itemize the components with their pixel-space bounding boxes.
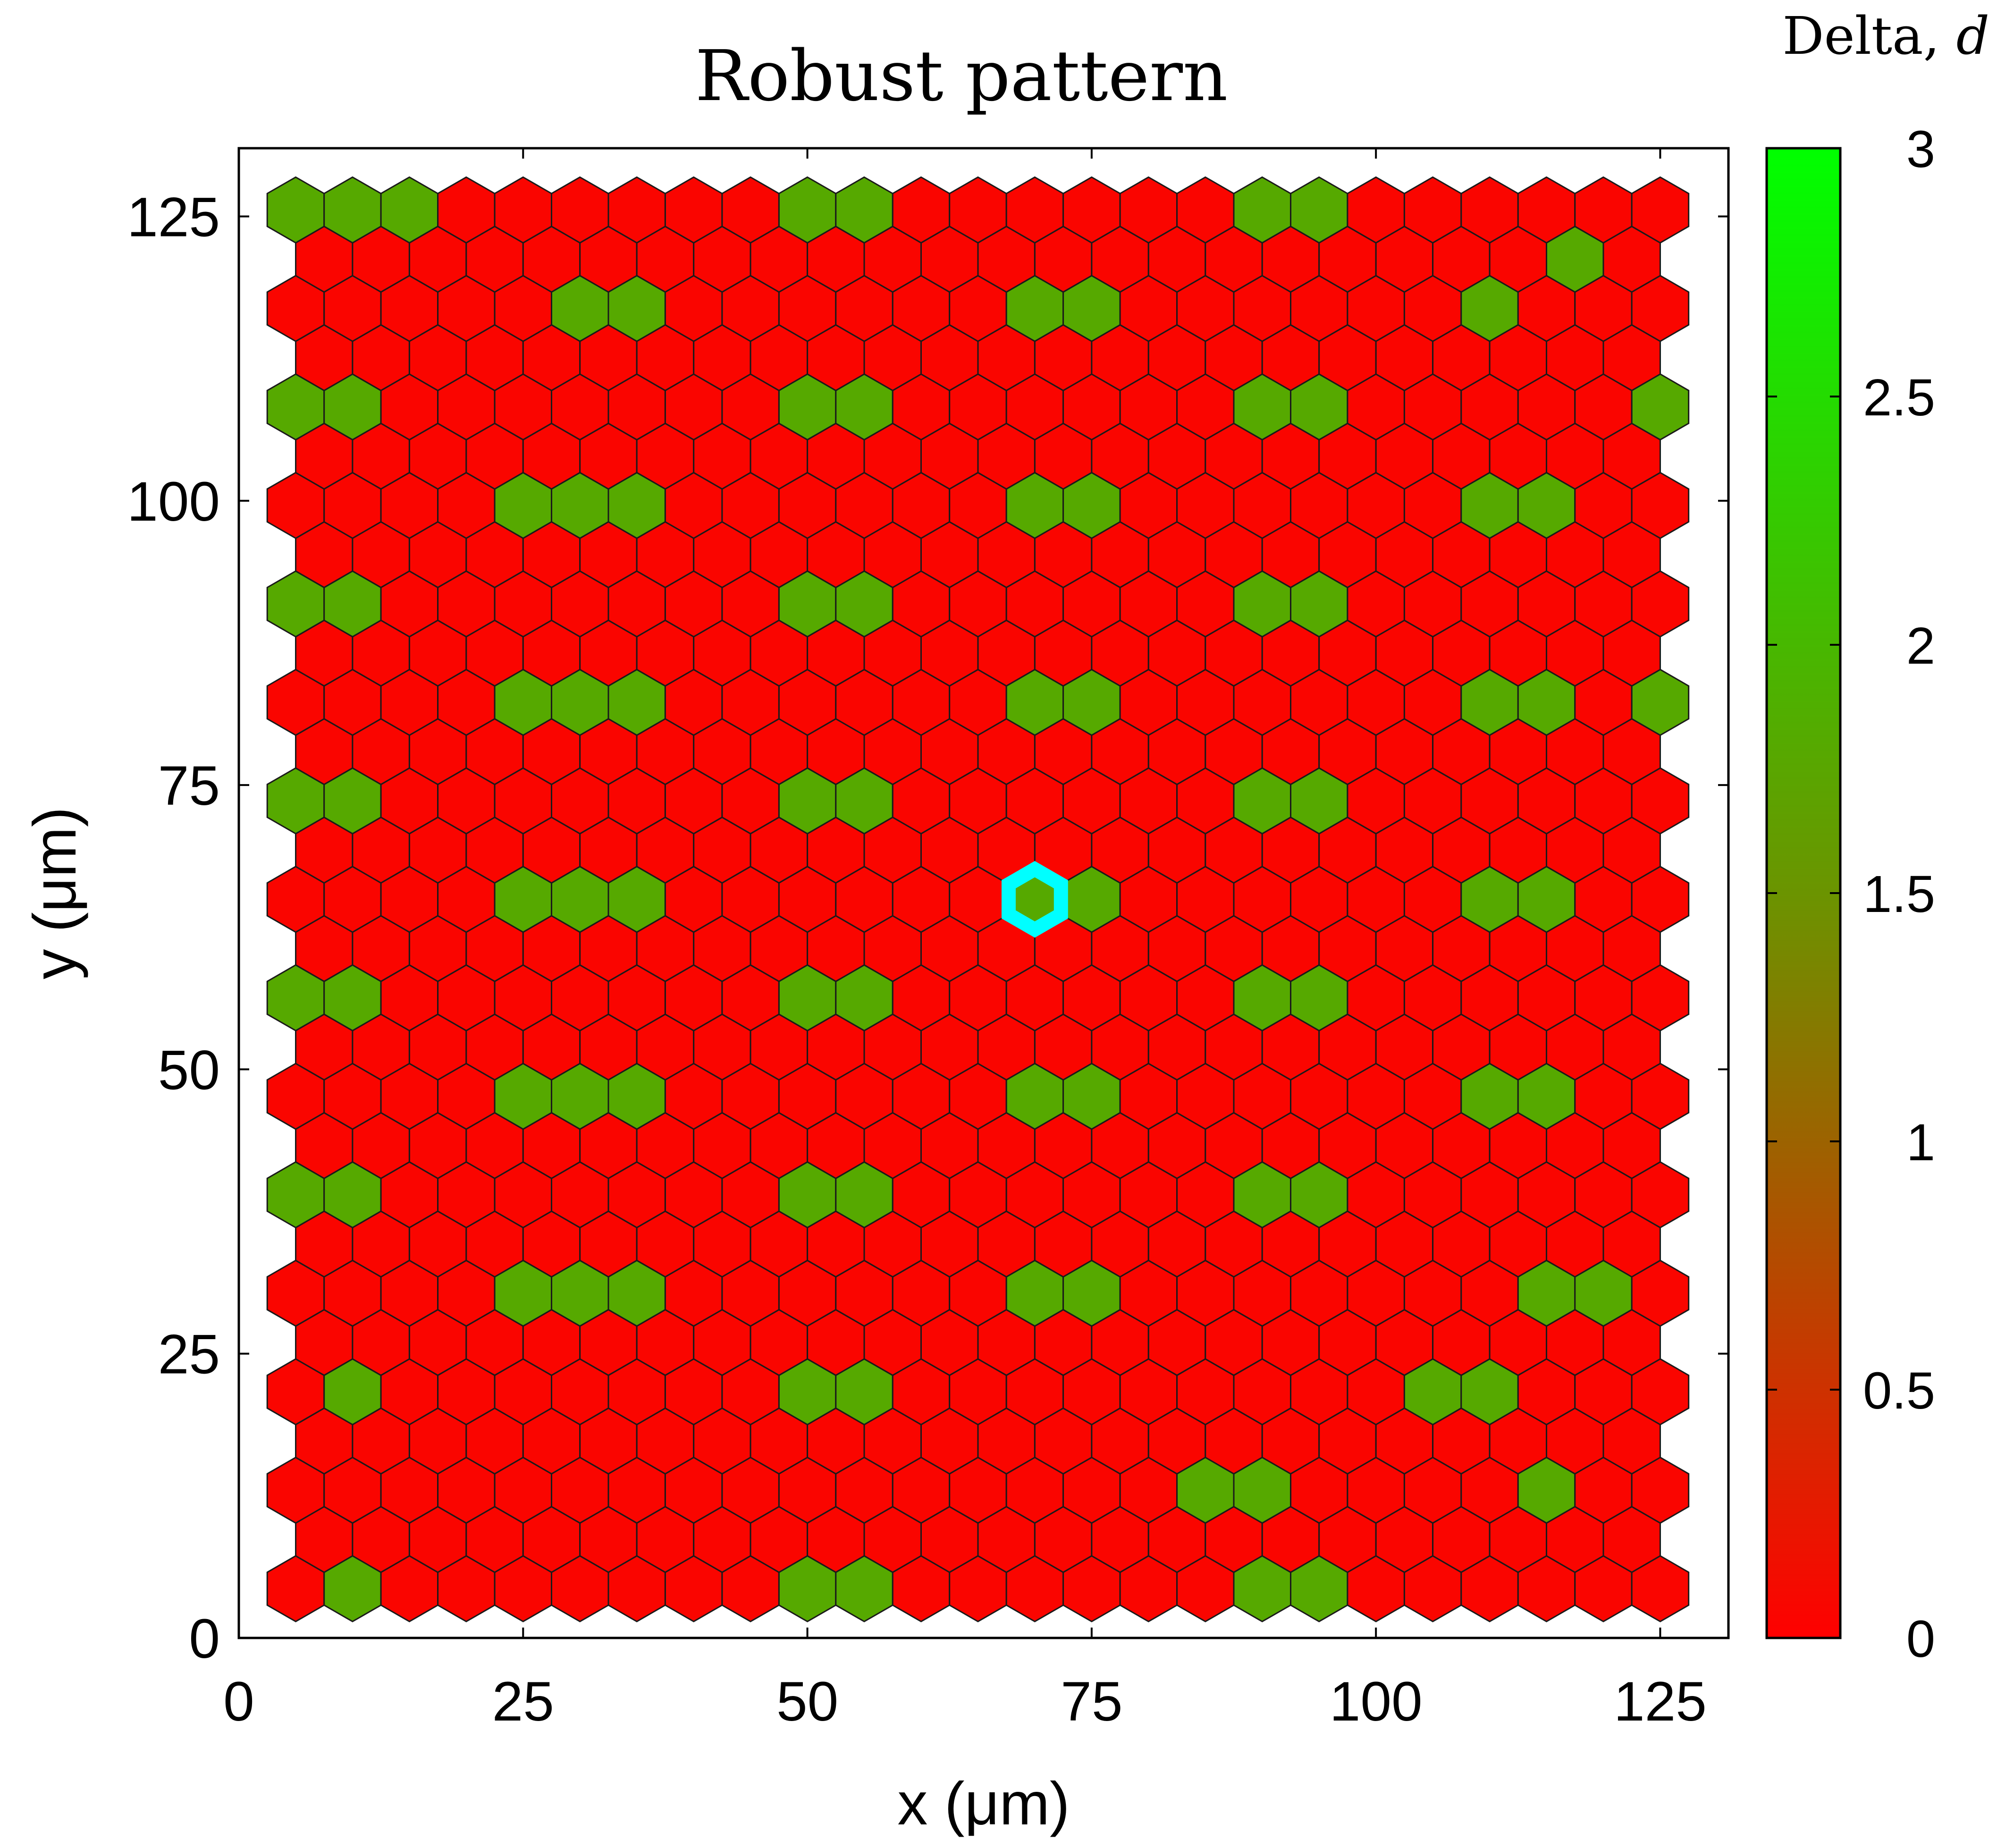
x-tick-label: 100 <box>1330 1671 1423 1733</box>
x-tick-label: 125 <box>1614 1671 1707 1733</box>
x-tick-label: 25 <box>492 1671 554 1733</box>
plot-frame <box>237 147 1730 1639</box>
colorbar-tick-label: 0 <box>1906 1610 1935 1668</box>
y-tick-label: 50 <box>158 1039 220 1101</box>
y-tick-label: 75 <box>158 755 220 817</box>
y-tick-label: 125 <box>127 186 220 249</box>
y-tick-label: 100 <box>127 471 220 533</box>
highlight-layer <box>1002 861 1068 938</box>
y-tick-label: 0 <box>189 1608 220 1670</box>
x-axis-label: x (μm) <box>897 1770 1070 1838</box>
colorbar-tick-label: 3 <box>1906 120 1935 178</box>
colorbar <box>1765 147 1842 1639</box>
x-axis: 0 25 50 75 100 125 <box>223 148 1707 1733</box>
highlight-cell-marker <box>1002 861 1068 938</box>
colorbar-tick-label: 0.5 <box>1863 1362 1935 1420</box>
hexagon-grid <box>266 176 1690 1622</box>
x-tick-label: 0 <box>223 1671 254 1733</box>
colorbar-tick-label: 1.5 <box>1863 865 1935 923</box>
colorbar-label: Delta, d <box>1782 6 1989 66</box>
hex-cell <box>1631 176 1690 244</box>
x-tick-label: 75 <box>1061 1671 1122 1733</box>
y-tick-label: 25 <box>158 1324 220 1386</box>
colorbar-tick-label: 1 <box>1906 1114 1935 1172</box>
colorbar-tick-label: 2.5 <box>1863 369 1935 427</box>
colorbar-tick-label: 2 <box>1906 617 1935 675</box>
chart-title: Robust pattern <box>695 35 1228 117</box>
colorbar-label-text: Delta, <box>1782 6 1956 66</box>
colorbar-label-var: d <box>1956 6 1989 66</box>
x-tick-label: 50 <box>776 1671 838 1733</box>
y-axis: 0 25 50 75 100 125 <box>127 186 1728 1670</box>
colorbar-ticks: 0 0.5 1 1.5 2 2.5 3 <box>1767 120 1935 1668</box>
y-axis-label: y (μm) <box>21 807 89 979</box>
